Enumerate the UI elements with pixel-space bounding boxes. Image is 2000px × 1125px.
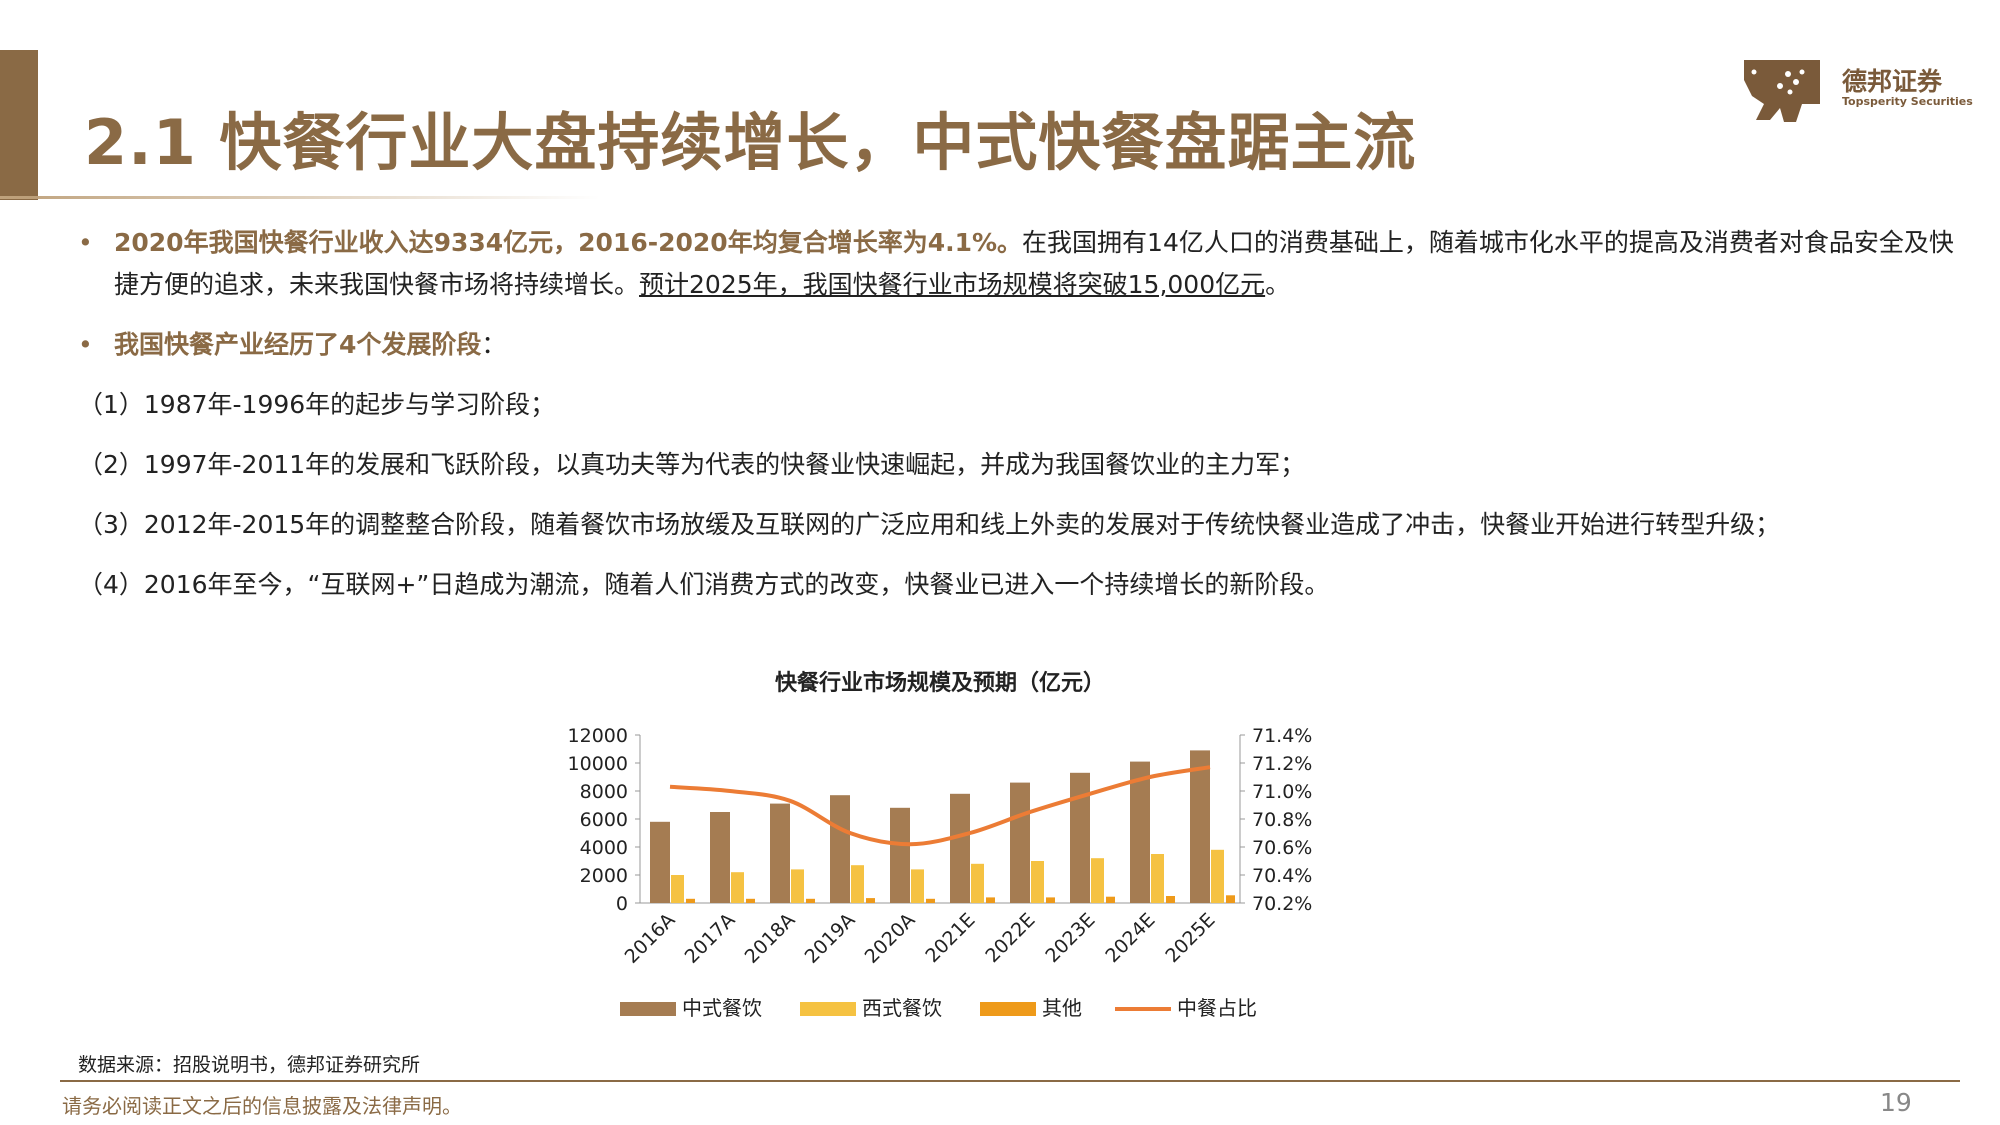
footer-divider [60, 1080, 1960, 1082]
chart-svg: 快餐行业市场规模及预期（亿元） 0 2000 4000 6000 8000 10000 120… [568, 670, 1313, 1020]
bar-chinese [1010, 782, 1030, 903]
stages-highlight: 我国快餐产业经历了4个发展阶段 [114, 330, 482, 359]
x-axis-category-label: 2017A [681, 909, 740, 968]
bullet-dot: • [78, 228, 93, 257]
company-logo: 德邦证券 Topsperity Securities [1740, 52, 1973, 132]
right-axis-tick-label: 71.2% [1252, 753, 1312, 775]
left-axis-tick-label: 6000 [580, 809, 628, 831]
market-size-chart: 快餐行业市场规模及预期（亿元） 0 2000 4000 6000 8000 10000 120… [540, 660, 1340, 1040]
bar-chinese [650, 821, 670, 903]
right-axis-tick-label: 71.0% [1252, 781, 1312, 803]
bar-other [866, 898, 875, 903]
bar-western [1151, 854, 1164, 903]
stage-item-1: （1）1987年-1996年的起步与学习阶段； [78, 390, 556, 419]
line-chinese-share [669, 765, 1211, 847]
right-axis-tick-label: 71.4% [1252, 725, 1312, 747]
bar-other [806, 898, 815, 903]
bar-western [1211, 849, 1224, 903]
logo-name-cn: 德邦证券 [1842, 67, 1943, 96]
left-axis-tick-label: 2000 [580, 865, 628, 887]
market-forecast-underlined: 预计2025年，我国快餐行业市场规模将突破15,000亿元 [639, 270, 1266, 299]
x-axis-category-label: 2022E [981, 909, 1039, 967]
market-size-text-end: 。 [1265, 270, 1291, 299]
legend-swatch [800, 1002, 856, 1016]
legend-swatch [980, 1002, 1036, 1016]
market-size-highlight: 2020年我国快餐行业收入达9334亿元，2016-2020年均复合增长率为4.… [114, 228, 1023, 257]
x-axis-category-label: 2024E [1101, 909, 1159, 967]
bar-western [971, 863, 984, 903]
logo-name-en: Topsperity Securities [1842, 95, 1973, 108]
bar-western [791, 869, 804, 903]
title-accent-bar [0, 50, 38, 200]
page-title: 2.1 快餐行业大盘持续增长，中式快餐盘踞主流 [84, 106, 1417, 179]
bar-western [911, 869, 924, 903]
x-axis-category-label: 2020A [861, 909, 920, 968]
bar-other [986, 897, 995, 903]
bar-other [926, 898, 935, 903]
bullet-stages-intro: • 我国快餐产业经历了4个发展阶段： [78, 324, 1958, 366]
bar-other [686, 898, 695, 903]
x-axis-category-label: 2025E [1161, 909, 1219, 967]
leopard-logo-icon [1744, 60, 1820, 122]
bar-chinese [1070, 772, 1090, 903]
left-axis-tick-label: 0 [616, 893, 628, 915]
right-axis-tick-label: 70.4% [1252, 865, 1312, 887]
bullet-market-size: • 2020年我国快餐行业收入达9334亿元，2016-2020年均复合增长率为… [78, 222, 1958, 306]
chart-title: 快餐行业市场规模及预期（亿元） [775, 670, 1105, 696]
stage-item-2: （2）1997年-2011年的发展和飞跃阶段，以真功夫等为代表的快餐业快速崛起，… [78, 450, 1306, 479]
right-axis-tick-label: 70.2% [1252, 893, 1312, 915]
right-axis-tick-label: 70.6% [1252, 837, 1312, 859]
bar-western [1091, 858, 1104, 903]
slide-content: • 2020年我国快餐行业收入达9334亿元，2016-2020年均复合增长率为… [78, 222, 1958, 606]
x-axis-category-label: 2019A [801, 909, 860, 968]
bar-other [746, 898, 755, 903]
left-axis-tick-label: 8000 [580, 781, 628, 803]
x-axis-category-label: 2018A [741, 909, 800, 968]
left-axis-tick-label: 10000 [568, 753, 628, 775]
left-axis-tick-label: 12000 [568, 725, 628, 747]
bar-western [671, 875, 684, 903]
title-underline [0, 196, 600, 199]
bar-western [731, 872, 744, 903]
legend-label: 其他 [1042, 996, 1082, 1020]
bar-other [1046, 897, 1055, 903]
data-source-note: 数据来源：招股说明书，德邦证券研究所 [78, 1054, 421, 1076]
legend-label: 中式餐饮 [682, 996, 762, 1020]
bar-western [851, 865, 864, 903]
bar-chinese [890, 807, 910, 903]
bar-western [1031, 861, 1044, 903]
stage-item-3: （3）2012年-2015年的调整整合阶段，随着餐饮市场放缓及互联网的广泛应用和… [78, 510, 1781, 539]
bar-chinese [950, 793, 970, 903]
stage-item-4: （4）2016年至今，“互联网+”日趋成为潮流，随着人们消费方式的改变，快餐业已… [78, 570, 1330, 599]
bar-chinese [830, 795, 850, 903]
left-axis-tick-label: 4000 [580, 837, 628, 859]
legend-label: 中餐占比 [1177, 996, 1257, 1020]
market-size-text: 在我国拥有14亿人口的消费基础上，随着城市化水平的提高及消费者对食品安全及快捷方… [114, 228, 1954, 299]
x-axis-category-label: 2023E [1041, 909, 1099, 967]
legal-disclaimer: 请务必阅读正文之后的信息披露及法律声明。 [62, 1094, 462, 1118]
bullet-dot: • [78, 330, 93, 359]
x-axis-category-label: 2016A [621, 909, 680, 968]
x-axis-category-label: 2021E [921, 909, 979, 967]
bar-chinese [1130, 761, 1150, 903]
bar-chinese [770, 803, 790, 903]
bar-chinese [1190, 750, 1210, 903]
stages-colon: ： [481, 330, 507, 359]
bar-other [1166, 896, 1175, 903]
bar-other [1226, 895, 1235, 903]
right-axis-tick-label: 70.8% [1252, 809, 1312, 831]
page-number: 19 [1880, 1088, 1912, 1117]
bar-other [1106, 896, 1115, 903]
legend-label: 西式餐饮 [862, 996, 942, 1020]
legend-swatch [620, 1002, 676, 1016]
bar-chinese [710, 812, 730, 903]
